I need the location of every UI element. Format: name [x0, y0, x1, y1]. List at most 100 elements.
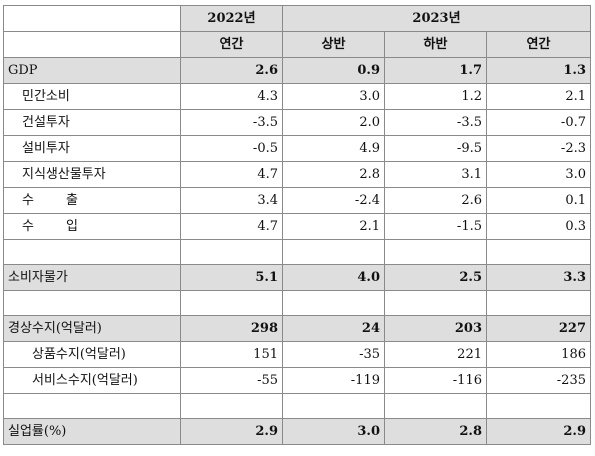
label-char: 수 [22, 219, 34, 234]
spacer-row [3, 393, 591, 419]
label-char: 수 [22, 193, 34, 208]
cell-2023-h1: 24 [282, 315, 385, 342]
cell-2023-h1: 0.9 [282, 57, 385, 84]
label-char: 입 [66, 219, 78, 234]
cell-2023-annual: 227 [486, 315, 591, 342]
header-corner [3, 5, 181, 32]
cell-2023-h2: 2.8 [384, 418, 487, 445]
row-private-consumption: 민간소비 4.3 3.0 1.2 2.1 [3, 83, 591, 110]
row-label: 서비스수지(억달러) [3, 367, 181, 394]
row-current-account: 경상수지(억달러) 298 24 203 227 [3, 315, 591, 342]
cell-2023-h1: 3.0 [282, 83, 385, 110]
row-label: GDP [3, 57, 181, 84]
row-services-balance: 서비스수지(억달러) -55 -119 -116 -235 [3, 367, 591, 394]
cell-2023-h2: -3.5 [384, 109, 487, 136]
empty-cell [486, 239, 591, 265]
empty-cell [282, 393, 385, 419]
cell-2023-h1: -2.4 [282, 187, 385, 214]
cell-2023-h2: 221 [384, 341, 487, 368]
header-year-2023: 2023년 [282, 5, 591, 32]
label-char: 출 [66, 193, 78, 208]
empty-cell [486, 393, 591, 419]
cell-2023-h2: -9.5 [384, 135, 487, 162]
cell-2023-h1: 2.8 [282, 161, 385, 188]
header-year-2022: 2022년 [180, 5, 283, 32]
cell-2022-annual: 2.6 [180, 57, 283, 84]
cell-2022-annual: -55 [180, 367, 283, 394]
cell-2022-annual: 298 [180, 315, 283, 342]
cell-2022-annual: -3.5 [180, 109, 283, 136]
cell-2022-annual: 151 [180, 341, 283, 368]
row-label: 경상수지(억달러) [3, 315, 181, 342]
row-unemployment: 실업률(%) 2.9 3.0 2.8 2.9 [3, 418, 591, 445]
header-row-years: 2022년 2023년 [3, 5, 591, 32]
row-label: 건설투자 [3, 109, 181, 136]
empty-cell [3, 393, 181, 419]
cell-2022-annual: 4.7 [180, 161, 283, 188]
row-label: 지식생산물투자 [3, 161, 181, 188]
cell-2023-annual: 0.3 [486, 213, 591, 240]
cell-2023-annual: -0.7 [486, 109, 591, 136]
cell-2023-h1: 3.0 [282, 418, 385, 445]
cell-2023-annual: -2.3 [486, 135, 591, 162]
cell-2023-annual: 1.3 [486, 57, 591, 84]
row-facility-investment: 설비투자 -0.5 4.9 -9.5 -2.3 [3, 135, 591, 162]
cell-2023-h2: 1.2 [384, 83, 487, 110]
cell-2023-h2: 1.7 [384, 57, 487, 84]
cell-2023-h1: 2.0 [282, 109, 385, 136]
cell-2022-annual: 5.1 [180, 264, 283, 291]
forecast-table: 2022년 2023년 연간 상반 하반 연간 GDP 2.6 0.9 1.7 … [3, 5, 591, 445]
row-ip-investment: 지식생산물투자 4.7 2.8 3.1 3.0 [3, 161, 591, 188]
cell-2023-annual: -235 [486, 367, 591, 394]
empty-cell [180, 239, 283, 265]
cell-2023-h2: 203 [384, 315, 487, 342]
cell-2023-h2: 2.6 [384, 187, 487, 214]
cell-2023-h1: 2.1 [282, 213, 385, 240]
empty-cell [486, 290, 591, 316]
row-label: 실업률(%) [3, 418, 181, 445]
empty-cell [180, 393, 283, 419]
cell-2023-annual: 3.3 [486, 264, 591, 291]
header-2022-annual: 연간 [180, 31, 283, 58]
row-label: 설비투자 [3, 135, 181, 162]
empty-cell [384, 290, 487, 316]
cell-2023-h2: -1.5 [384, 213, 487, 240]
header-row-periods: 연간 상반 하반 연간 [3, 31, 591, 58]
row-cpi: 소비자물가 5.1 4.0 2.5 3.3 [3, 264, 591, 291]
header-2023-annual: 연간 [486, 31, 591, 58]
cell-2022-annual: 4.3 [180, 83, 283, 110]
empty-cell [3, 239, 181, 265]
row-gdp: GDP 2.6 0.9 1.7 1.3 [3, 57, 591, 84]
spacer-row [3, 239, 591, 265]
header-2023-h1: 상반 [282, 31, 385, 58]
empty-cell [384, 239, 487, 265]
empty-cell [282, 239, 385, 265]
cell-2023-annual: 186 [486, 341, 591, 368]
cell-2022-annual: 3.4 [180, 187, 283, 214]
empty-cell [180, 290, 283, 316]
cell-2023-annual: 3.0 [486, 161, 591, 188]
cell-2023-h1: -35 [282, 341, 385, 368]
cell-2022-annual: 2.9 [180, 418, 283, 445]
cell-2023-h2: 2.5 [384, 264, 487, 291]
cell-2023-h2: 3.1 [384, 161, 487, 188]
cell-2023-h1: -119 [282, 367, 385, 394]
empty-cell [384, 393, 487, 419]
cell-2023-annual: 0.1 [486, 187, 591, 214]
cell-2022-annual: -0.5 [180, 135, 283, 162]
empty-cell [3, 290, 181, 316]
row-label: 소비자물가 [3, 264, 181, 291]
cell-2022-annual: 4.7 [180, 213, 283, 240]
empty-cell [282, 290, 385, 316]
row-label: 민간소비 [3, 83, 181, 110]
spacer-row [3, 290, 591, 316]
cell-2023-h1: 4.9 [282, 135, 385, 162]
header-corner-2 [3, 31, 181, 58]
cell-2023-h2: -116 [384, 367, 487, 394]
row-label: 상품수지(억달러) [3, 341, 181, 368]
cell-2023-h1: 4.0 [282, 264, 385, 291]
